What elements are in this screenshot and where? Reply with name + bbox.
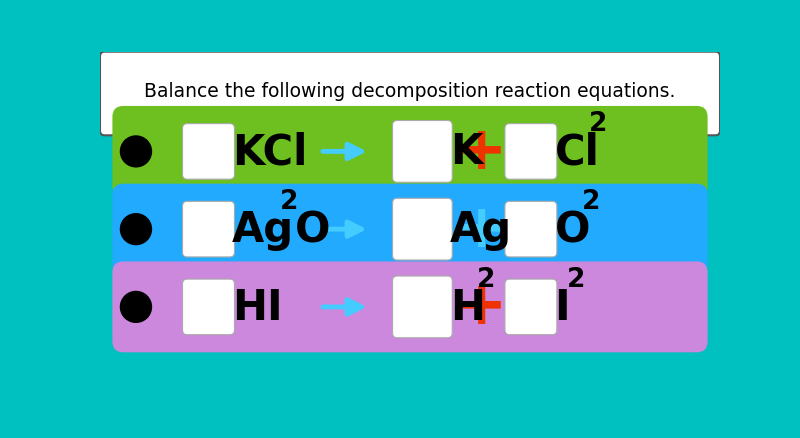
- FancyBboxPatch shape: [182, 202, 234, 258]
- Text: H: H: [450, 286, 485, 328]
- Circle shape: [121, 137, 151, 167]
- FancyBboxPatch shape: [100, 53, 720, 136]
- Text: Ag: Ag: [450, 208, 512, 251]
- FancyBboxPatch shape: [182, 124, 234, 180]
- Text: HI: HI: [232, 286, 282, 328]
- FancyBboxPatch shape: [393, 276, 452, 338]
- FancyBboxPatch shape: [505, 124, 557, 180]
- FancyBboxPatch shape: [393, 121, 452, 183]
- Text: KCl: KCl: [232, 131, 307, 173]
- Text: 2: 2: [582, 188, 601, 214]
- FancyBboxPatch shape: [182, 279, 234, 335]
- FancyBboxPatch shape: [393, 199, 452, 261]
- Text: 2: 2: [477, 266, 495, 292]
- Text: O: O: [554, 208, 590, 251]
- Text: 2: 2: [590, 111, 608, 137]
- Text: Ag: Ag: [232, 208, 294, 251]
- Circle shape: [121, 292, 151, 323]
- Text: K: K: [450, 131, 482, 173]
- Text: +: +: [456, 200, 507, 259]
- Text: +: +: [456, 278, 507, 337]
- FancyBboxPatch shape: [112, 107, 708, 198]
- Text: Cl: Cl: [554, 131, 599, 173]
- Text: O: O: [294, 208, 330, 251]
- Text: 2: 2: [566, 266, 585, 292]
- FancyBboxPatch shape: [112, 262, 708, 353]
- Text: Balance the following decomposition reaction equations.: Balance the following decomposition reac…: [144, 82, 676, 101]
- Text: 2: 2: [280, 188, 298, 214]
- Text: I: I: [554, 286, 570, 328]
- Text: +: +: [456, 123, 507, 181]
- FancyBboxPatch shape: [505, 202, 557, 258]
- Circle shape: [121, 214, 151, 245]
- FancyBboxPatch shape: [505, 279, 557, 335]
- FancyBboxPatch shape: [112, 184, 708, 275]
